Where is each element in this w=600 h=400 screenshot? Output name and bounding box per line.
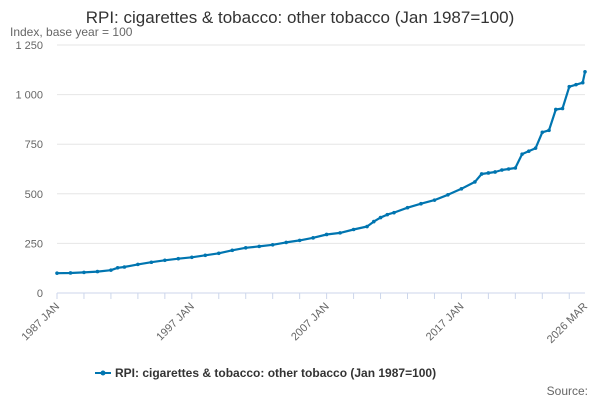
chart-title: RPI: cigarettes & tobacco: other tobacco…: [86, 8, 515, 27]
y-tick-label: 750: [25, 139, 43, 151]
data-point[interactable]: [284, 240, 288, 245]
data-point[interactable]: [163, 258, 167, 263]
data-point[interactable]: [486, 171, 491, 175]
data-point[interactable]: [506, 167, 511, 171]
data-point[interactable]: [365, 224, 369, 229]
data-point[interactable]: [520, 152, 524, 156]
data-point[interactable]: [378, 215, 383, 220]
y-tick-label: 1 000: [15, 90, 43, 102]
data-point[interactable]: [324, 232, 329, 237]
data-point[interactable]: [580, 80, 585, 85]
x-tick-label: 1997 JAN: [154, 301, 197, 344]
x-tick-label: 2017 JAN: [424, 301, 467, 344]
gridlines: [57, 44, 585, 244]
x-tick-label: 1987 JAN: [19, 301, 62, 344]
y-axis: 0 250 500 750 1 000 1 250: [15, 40, 43, 300]
data-point[interactable]: [297, 238, 302, 243]
data-point[interactable]: [338, 231, 342, 235]
data-point[interactable]: [351, 227, 356, 232]
data-point[interactable]: [203, 253, 208, 258]
data-point[interactable]: [176, 256, 181, 261]
data-point[interactable]: [527, 149, 531, 153]
data-point[interactable]: [419, 201, 423, 206]
legend-point-marker: [100, 370, 106, 376]
data-point[interactable]: [560, 106, 565, 111]
data-point[interactable]: [583, 69, 587, 74]
data-point[interactable]: [385, 212, 390, 217]
data-point[interactable]: [473, 180, 477, 184]
data-point[interactable]: [122, 265, 127, 269]
source-label: Source:: [547, 384, 588, 398]
chart-subtitle: Index, base year = 100: [10, 25, 133, 39]
data-point[interactable]: [82, 270, 86, 275]
data-point[interactable]: [371, 219, 376, 224]
data-point[interactable]: [553, 107, 558, 112]
data-point[interactable]: [500, 168, 504, 172]
data-point[interactable]: [68, 271, 73, 275]
data-point[interactable]: [567, 84, 572, 89]
data-point[interactable]: [55, 271, 59, 275]
data-point[interactable]: [115, 266, 120, 270]
data-point[interactable]: [513, 166, 518, 170]
y-tick-label: 1 250: [15, 40, 43, 52]
data-point[interactable]: [270, 242, 275, 247]
series-group: [55, 69, 587, 275]
data-point[interactable]: [243, 245, 248, 250]
y-tick-label: 500: [25, 189, 43, 201]
data-point[interactable]: [392, 210, 396, 215]
x-tick-label: 2026 MAR: [545, 301, 590, 346]
data-point[interactable]: [230, 248, 235, 253]
data-point[interactable]: [405, 205, 410, 210]
data-point[interactable]: [574, 82, 578, 87]
y-tick-label: 250: [25, 238, 43, 250]
data-point[interactable]: [446, 192, 450, 197]
data-point[interactable]: [540, 130, 545, 135]
y-tick-label: 0: [37, 288, 43, 300]
legend[interactable]: RPI: cigarettes & tobacco: other tobacco…: [95, 366, 436, 380]
data-point[interactable]: [459, 187, 464, 191]
data-point[interactable]: [493, 170, 497, 174]
data-point[interactable]: [190, 255, 194, 260]
data-point[interactable]: [432, 198, 437, 202]
x-axis: 1987 JAN 1997 JAN 2007 JAN 2017 JAN 2026 MAR: [19, 293, 590, 346]
data-point[interactable]: [95, 269, 100, 274]
data-point[interactable]: [136, 262, 140, 267]
data-point[interactable]: [533, 146, 538, 150]
data-point[interactable]: [547, 128, 551, 133]
data-point[interactable]: [479, 172, 484, 176]
data-point[interactable]: [149, 260, 154, 265]
x-tick-label: 2007 JAN: [289, 301, 332, 344]
data-point[interactable]: [257, 244, 262, 249]
data-point[interactable]: [216, 251, 221, 256]
data-point[interactable]: [311, 236, 315, 240]
series-line: [56, 71, 587, 275]
legend-label: RPI: cigarettes & tobacco: other tobacco…: [115, 366, 436, 380]
data-point[interactable]: [109, 268, 113, 272]
